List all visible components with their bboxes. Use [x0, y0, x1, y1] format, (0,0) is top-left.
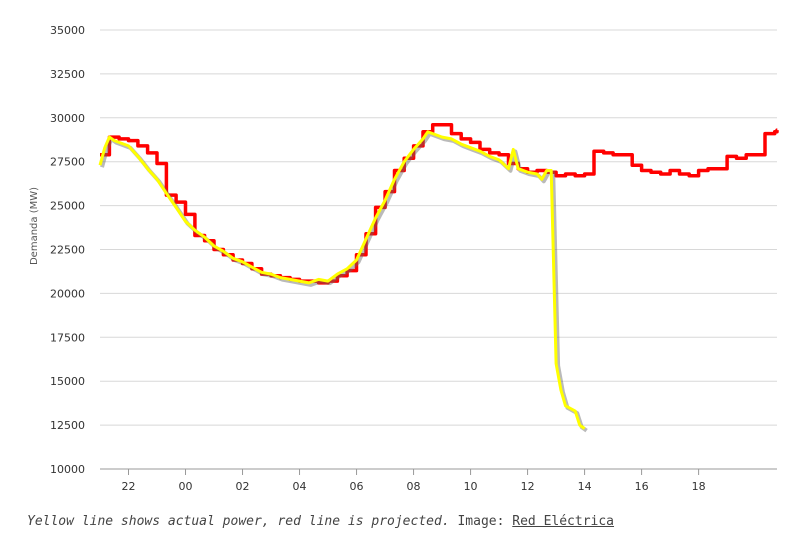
source-link[interactable]: Red Eléctrica [512, 514, 615, 529]
chart-svg: 10000 12500 15000 17500 20000 22500 25000 27500… [29, 24, 779, 493]
x-tick-label: 18 [692, 480, 706, 493]
chart-caption: Yellow line shows actual power, red line… [27, 514, 614, 529]
series-line-projected [100, 123, 779, 285]
caption-note: Yellow line shows actual power, red line… [27, 514, 450, 529]
x-tick-label: 04 [293, 480, 307, 493]
y-tick-label: 35000 [50, 24, 85, 37]
x-tick-label: 22 [122, 480, 136, 493]
series-shadow [100, 131, 588, 433]
y-tick-label: 12500 [50, 419, 85, 432]
x-axis: 22 00 02 04 06 08 10 12 14 16 18 [122, 469, 706, 493]
gridlines [100, 29, 777, 470]
x-tick-label: 16 [635, 480, 649, 493]
y-tick-label: 32500 [50, 68, 85, 81]
x-tick-label: 08 [407, 480, 421, 493]
y-tick-label: 27500 [50, 156, 85, 169]
y-tick-label: 30000 [50, 112, 85, 125]
x-tick-label: 02 [236, 480, 250, 493]
y-axis-ticks: 10000 12500 15000 17500 20000 22500 25000 27500… [50, 24, 85, 476]
y-tick-label: 20000 [50, 287, 85, 300]
series-layer [98, 123, 779, 433]
y-tick-label: 15000 [50, 375, 85, 388]
x-tick-label: 00 [179, 480, 193, 493]
y-tick-label: 22500 [50, 244, 85, 257]
y-tick-label: 10000 [50, 463, 85, 476]
y-tick-label: 17500 [50, 331, 85, 344]
y-axis-label: Demanda (MW) [29, 187, 40, 265]
x-tick-label: 06 [350, 480, 364, 493]
x-tick-label: 14 [578, 480, 592, 493]
x-tick-label: 12 [521, 480, 535, 493]
x-tick-label: 10 [464, 480, 478, 493]
caption-image-label: Image: [457, 514, 505, 529]
demand-chart: 10000 12500 15000 17500 20000 22500 25000 27500… [29, 24, 779, 493]
y-tick-label: 25000 [50, 200, 85, 213]
series-line-actual [98, 130, 586, 430]
